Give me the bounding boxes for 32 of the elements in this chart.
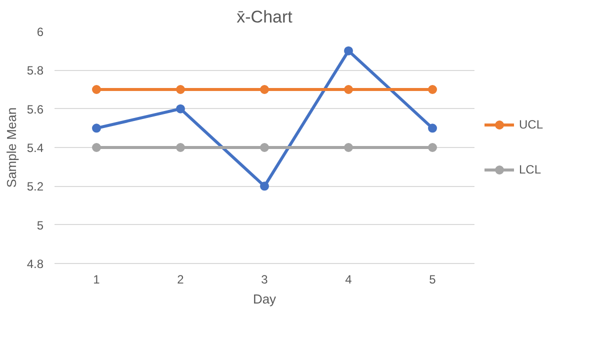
point <box>92 85 101 94</box>
x-tick-label: 2 <box>177 272 184 286</box>
y-tick-label: 5.8 <box>26 64 44 78</box>
point <box>344 46 353 56</box>
x-axis-title: Day <box>252 292 277 306</box>
y-tick-label: 6 <box>36 25 44 39</box>
y-axis-title: Sample Mean <box>4 107 19 188</box>
x-tick-label: 3 <box>261 272 268 286</box>
chart-title: x̄-Chart <box>236 8 293 26</box>
y-tick-label: 5.6 <box>26 102 44 116</box>
x-tick-label: 5 <box>429 272 436 286</box>
point <box>344 143 353 152</box>
x-tick-label: 4 <box>345 272 352 286</box>
y-tick-label: 5.2 <box>26 180 44 194</box>
point <box>428 124 437 133</box>
point <box>176 143 185 152</box>
point <box>176 85 185 94</box>
point <box>260 85 269 94</box>
x-tick-label: 1 <box>93 272 100 286</box>
y-tick-label: 4.8 <box>26 257 44 271</box>
point <box>92 124 101 133</box>
point <box>176 104 185 114</box>
point <box>428 85 437 94</box>
legend-label: LCL <box>519 162 542 176</box>
point <box>92 143 101 152</box>
point <box>428 143 437 152</box>
point <box>260 182 269 191</box>
point <box>344 85 353 94</box>
y-tick-label: 5 <box>36 218 44 232</box>
point <box>260 143 269 152</box>
y-tick-label: 5.4 <box>26 141 44 155</box>
legend-label: UCL <box>519 118 544 132</box>
